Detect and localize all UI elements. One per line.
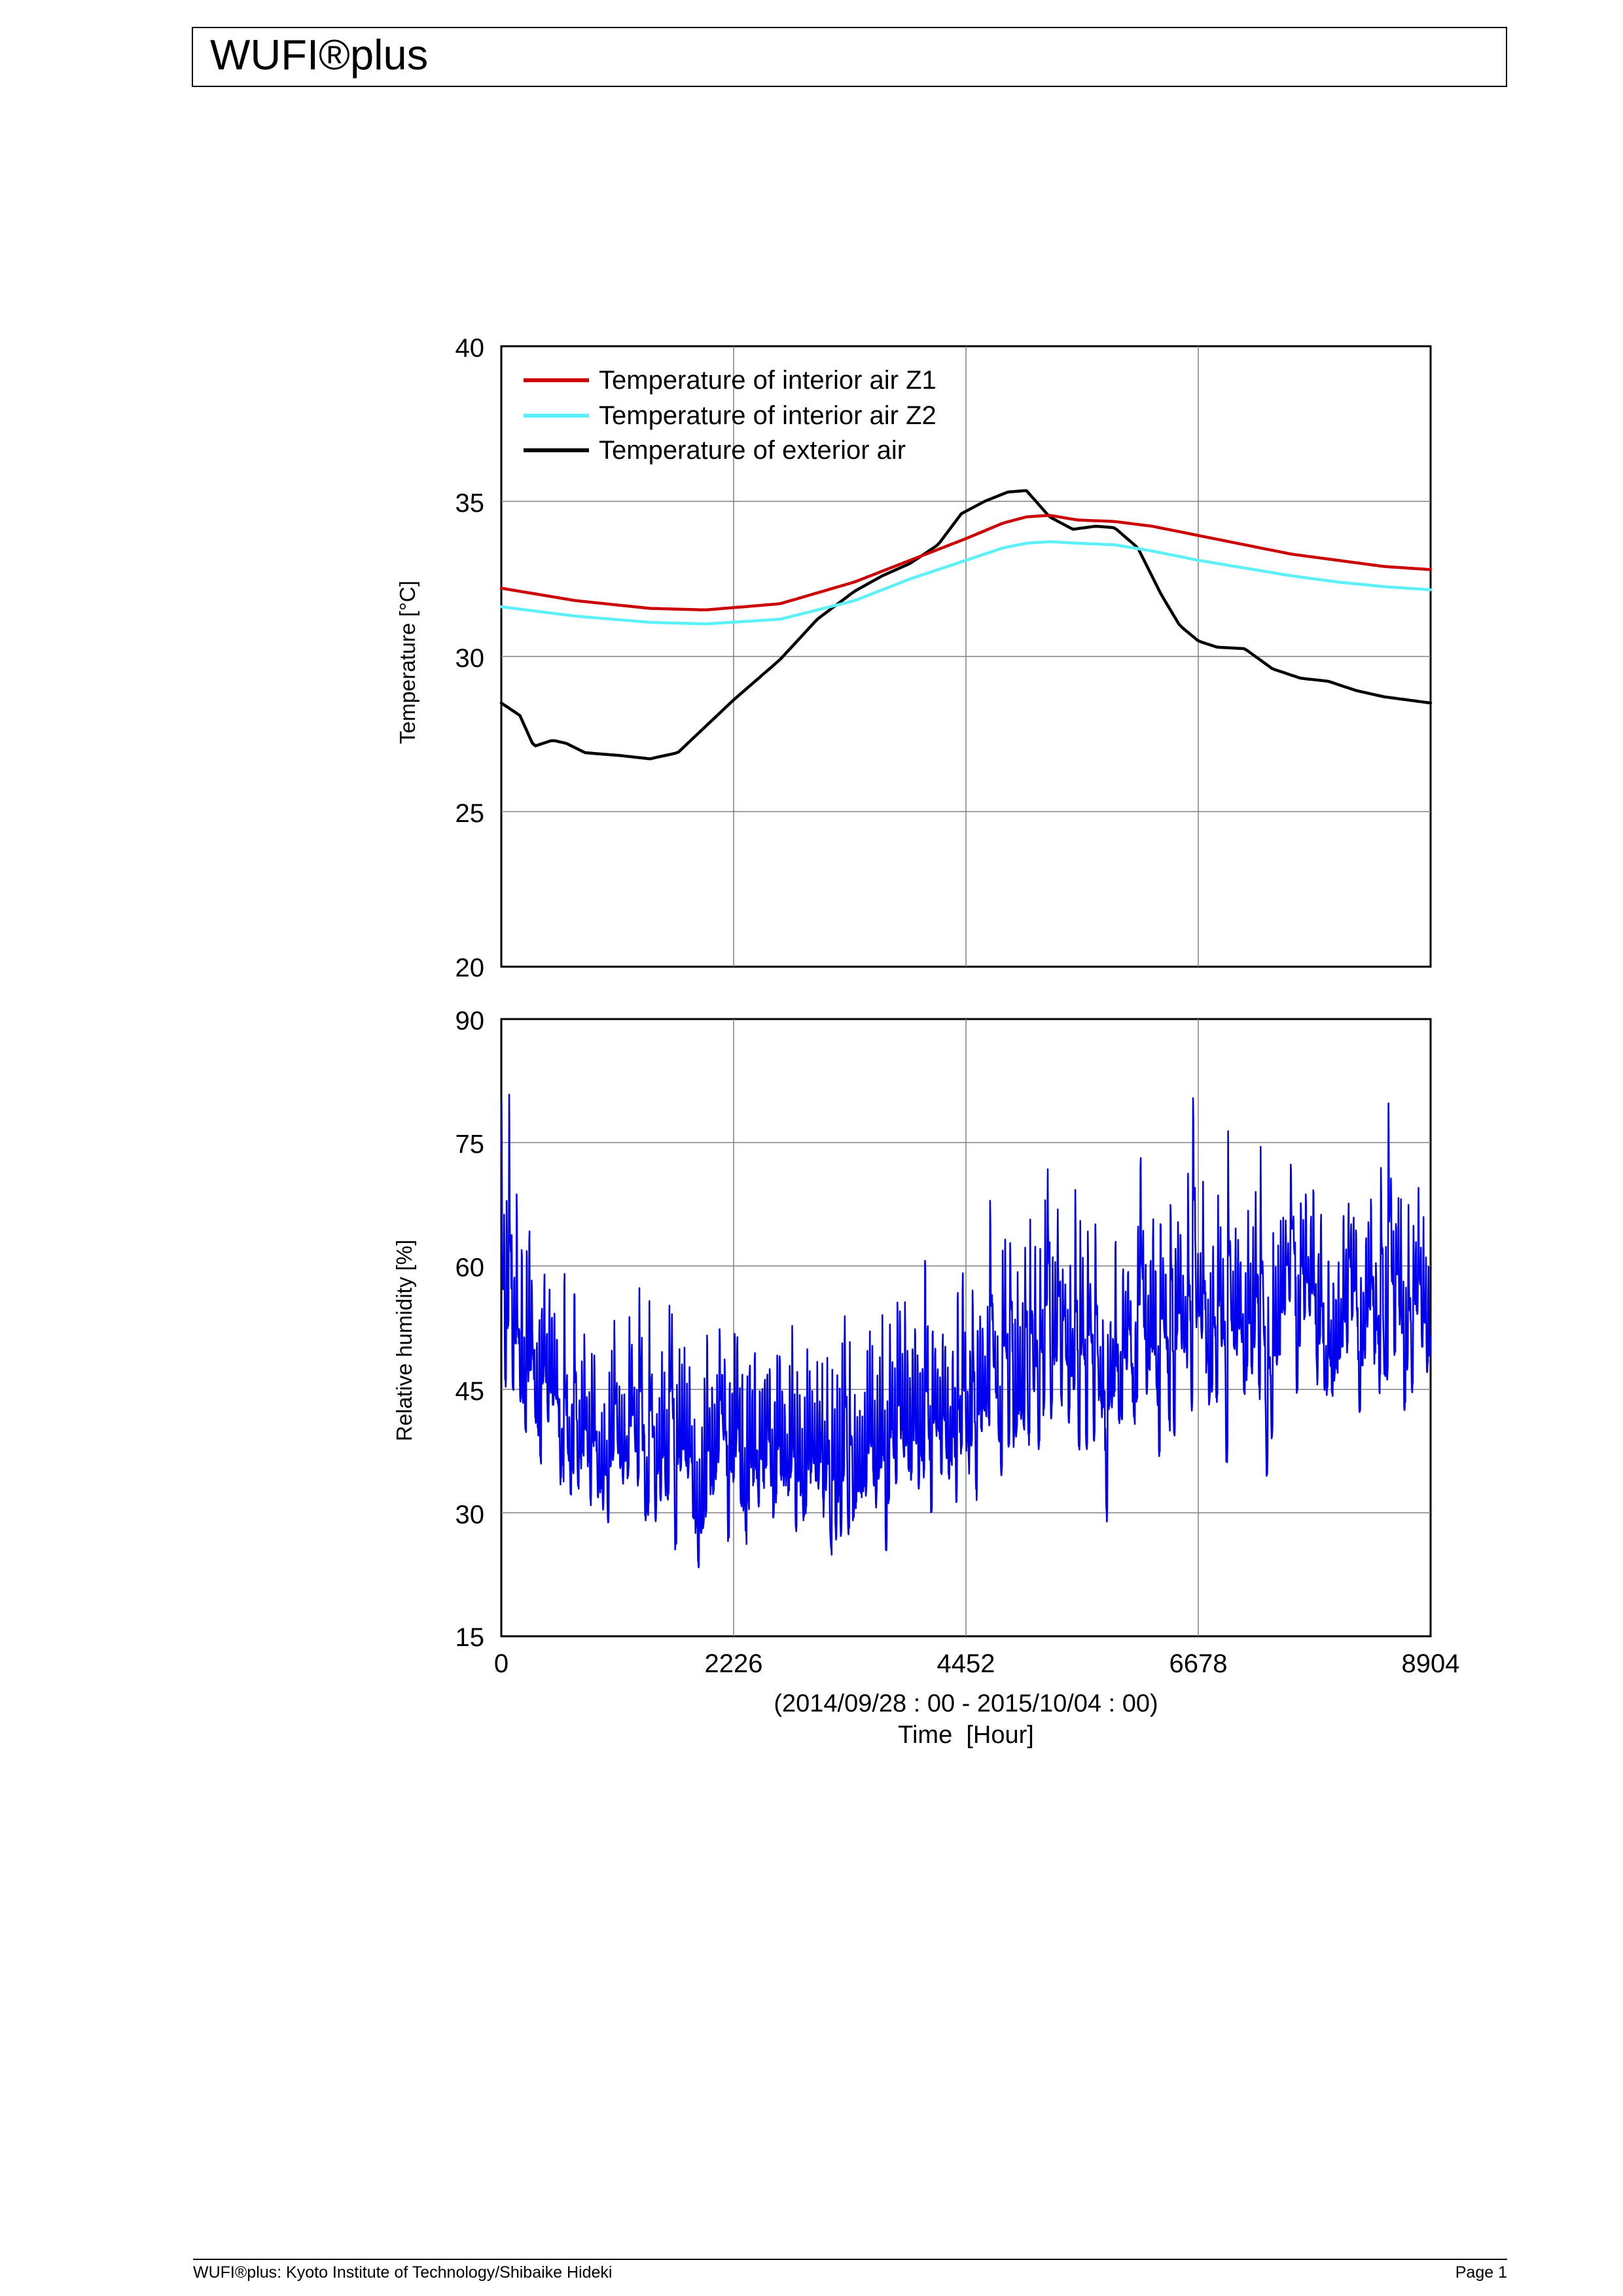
svg-text:30: 30 <box>455 1500 485 1529</box>
svg-text:Relative humidity [%]: Relative humidity [%] <box>392 1240 416 1441</box>
svg-text:Time [Hour]: Time [Hour] <box>898 1721 1034 1749</box>
svg-text:90: 90 <box>455 1007 485 1035</box>
svg-text:60: 60 <box>455 1253 485 1282</box>
svg-text:4452: 4452 <box>937 1649 995 1678</box>
svg-text:0: 0 <box>494 1649 508 1678</box>
svg-text:(2014/09/28 : 00 - 2015/10/04: (2014/09/28 : 00 - 2015/10/04 : 00) <box>774 1690 1158 1717</box>
svg-text:45: 45 <box>455 1377 485 1406</box>
svg-text:6678: 6678 <box>1169 1649 1228 1678</box>
svg-text:15: 15 <box>455 1623 485 1652</box>
svg-text:8904: 8904 <box>1402 1649 1460 1678</box>
svg-text:2226: 2226 <box>705 1649 763 1678</box>
svg-text:75: 75 <box>455 1130 485 1159</box>
